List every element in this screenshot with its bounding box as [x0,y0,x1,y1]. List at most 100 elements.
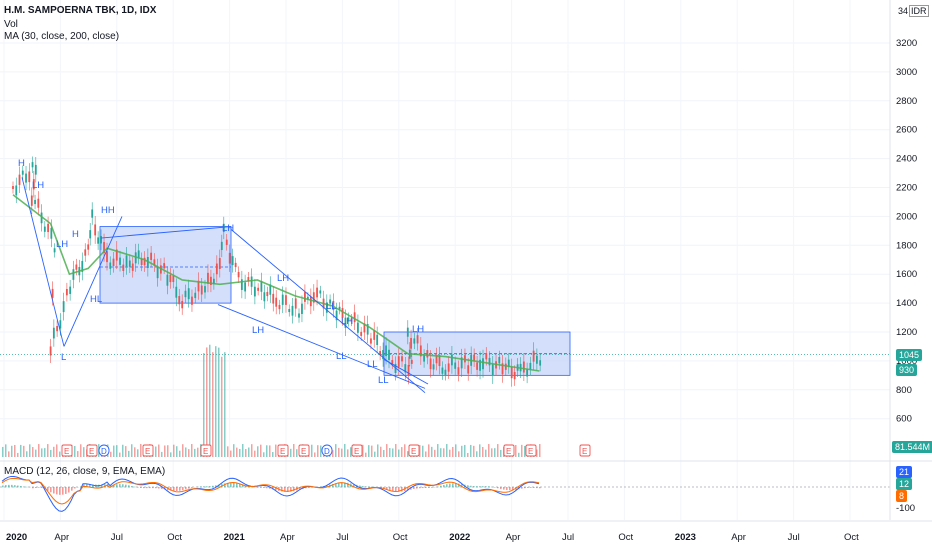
price-bar [419,345,422,357]
macd-histogram-bar [419,487,421,489]
macd-histogram-bar [449,483,451,488]
macd-histogram-bar [407,487,409,491]
price-bar [535,355,538,364]
macd-histogram-bar [428,487,430,488]
price-bar [47,223,49,233]
volume-bar [17,452,19,457]
annotation-lh: LH [341,316,353,327]
price-tick-label: 3000 [896,67,917,78]
volume-bar [347,449,349,457]
price-tick-label: 2000 [896,211,917,222]
macd-histogram-bar [38,487,40,488]
volume-bar [314,452,316,457]
price-bar [488,357,491,366]
volume-bar [443,448,445,457]
volume-bar [350,447,352,457]
event-marker-e[interactable]: E [142,444,154,457]
price-bar [298,313,300,318]
event-marker-d[interactable]: D [98,444,110,457]
price-bar [140,258,143,265]
volume-bar [251,444,253,457]
event-marker-e[interactable]: E [408,444,420,457]
trendline [21,177,65,347]
price-bar [87,244,90,250]
macd-histogram-bar [335,483,337,488]
macd-histogram-bar [86,484,88,488]
volume-bar [239,448,241,457]
event-marker-e[interactable]: E [86,444,98,457]
event-marker-e[interactable]: E [525,444,537,457]
trendlines [21,177,429,394]
macd-histogram-bar [437,486,439,488]
event-marker-e[interactable]: E [200,444,212,457]
macd-histogram-bar [395,487,397,492]
volume-bar [38,444,40,457]
volume-bar [29,444,31,457]
macd-legend: MACD (12, 26, close, 9, EMA, EMA) [4,466,166,477]
volume-bar [185,447,187,457]
volume-bar [236,447,238,457]
macd-histogram-bar [299,487,301,490]
event-marker-e[interactable]: E [61,444,73,457]
volume-bar [470,444,472,457]
macd-histogram-bar [338,482,340,488]
macd-histogram-bar [14,485,16,488]
event-marker-shape [525,444,537,457]
price-bar [89,230,92,239]
price-bar [529,362,532,370]
price-bar [34,164,37,175]
macd-histogram-bar [245,485,247,488]
macd-histogram-bar [68,487,70,493]
macd-histogram-bar [506,487,508,491]
price-bar [225,239,228,245]
event-marker-letter: D [101,447,107,456]
macd-tag: 21 [896,466,913,478]
volume-bar [344,444,346,457]
volume-bar [119,452,121,457]
price-bar [159,265,162,274]
price-bar [103,242,105,254]
price-tick-label: 600 [896,414,912,425]
price-bar [59,320,62,329]
macd-histogram-bar [284,487,286,492]
macd-histogram-bar [392,487,394,492]
event-marker-e[interactable]: E [298,444,310,457]
volume-bar [248,447,250,457]
volume-bar [257,446,259,457]
price-bar [464,355,466,363]
event-marker-e[interactable]: E [579,444,591,457]
macd-histogram-bar [353,484,355,488]
event-marker-d[interactable]: D [321,444,333,457]
volume-bar [233,444,235,457]
macd-histogram-bar [368,486,370,488]
volume-bar [188,449,190,457]
event-marker-e[interactable]: E [277,444,289,457]
price-bar [131,263,134,271]
volume-bar [269,445,271,457]
time-tick-label: Jul [562,532,574,543]
price-tick-label: 2400 [896,154,917,165]
macd-histogram-bar [149,487,151,489]
volume-bar [59,451,61,457]
time-tick-label: Apr [54,532,69,543]
volume-bar [335,444,337,457]
annotation-l: L [61,352,66,363]
event-marker-letter: E [64,447,69,456]
event-marker-e[interactable]: E [351,444,363,457]
price-bar [204,286,206,293]
price-bar [31,162,34,168]
price-bar [498,356,501,364]
price-bar [122,264,125,271]
time-tick-label: Oct [393,532,408,543]
volume-bar [5,444,7,457]
volume-bar [137,449,139,457]
event-marker-shape [86,444,98,457]
macd-histogram-bar [200,486,202,488]
macd-histogram-bar [341,482,343,488]
event-marker-e[interactable]: E [503,444,515,457]
range-boxes [0,226,890,376]
price-bar [407,364,410,376]
